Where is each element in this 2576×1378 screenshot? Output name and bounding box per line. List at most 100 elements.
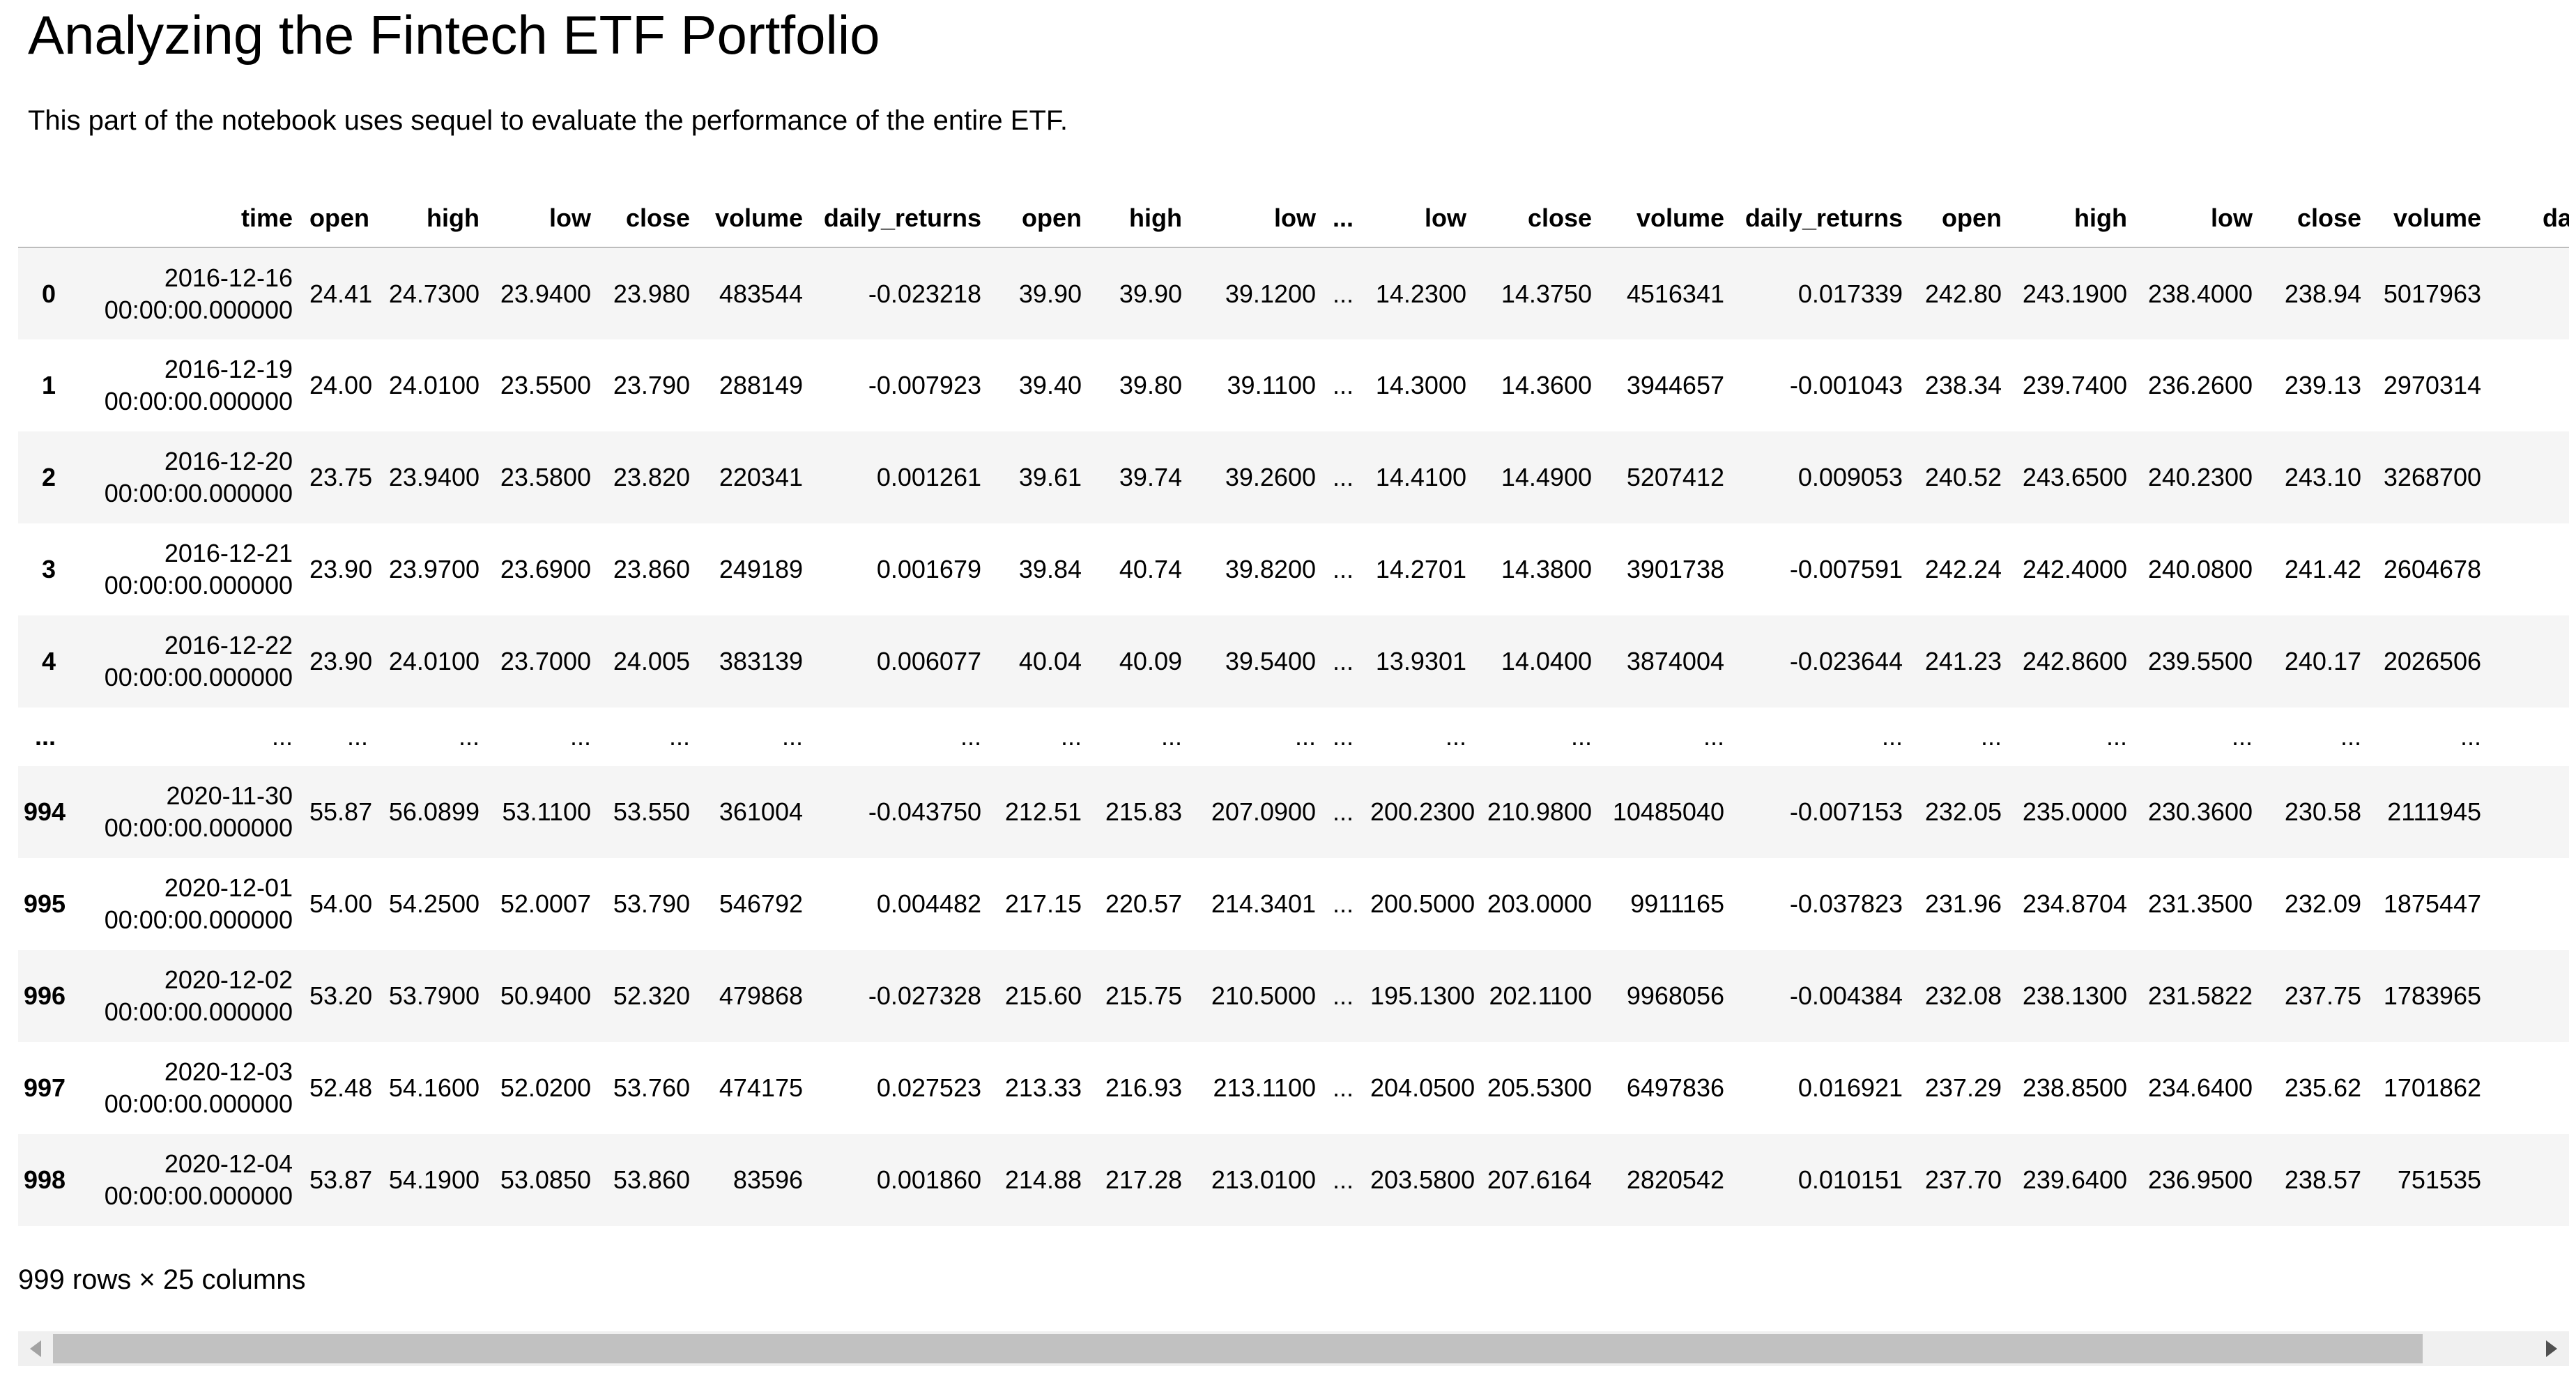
table-cell: ... <box>458 722 480 751</box>
table-cell: 217.28 <box>1105 1165 1182 1194</box>
table-cell: 479868 <box>719 981 803 1010</box>
row-index: 0 <box>41 279 56 308</box>
table-cell: 53.87 <box>309 1165 373 1194</box>
table-cell: ... <box>1881 722 1903 751</box>
table-cell: 239.6400 <box>2022 1165 2127 1194</box>
table-cell: 40.09 <box>1119 647 1182 675</box>
row-index: 994 <box>24 797 66 826</box>
scroll-left-button[interactable] <box>18 1331 53 1366</box>
table-cell: 207.6164 <box>1487 1165 1592 1194</box>
table-cell: 23.6900 <box>500 555 591 583</box>
table-cell: 83596 <box>733 1165 803 1194</box>
scrollbar-thumb[interactable] <box>53 1334 2423 1363</box>
table-cell: -0. <box>2492 523 2569 615</box>
time-date: 2016-12-20 <box>164 447 293 475</box>
table-cell: 14.3000 <box>1375 371 1466 399</box>
time-date: 2016-12-16 <box>164 263 293 292</box>
table-cell: 39.5400 <box>1225 647 1316 675</box>
table-cell: 213.0100 <box>1211 1165 1316 1194</box>
table-cell: ... <box>2106 722 2127 751</box>
table-cell: 14.2300 <box>1375 279 1466 308</box>
table-cell: 4516341 <box>1626 279 1724 308</box>
table-cell: ... <box>2231 722 2253 751</box>
table-cell: 202.1100 <box>1489 981 1592 1010</box>
dataframe-header: time open high low close volume daily_returns o… <box>18 190 2569 248</box>
column-header: open <box>304 190 379 248</box>
table-cell: 54.1900 <box>388 1165 480 1194</box>
column-header: volume <box>701 190 814 248</box>
time-clock: 00:00:00.000000 <box>104 1089 293 1118</box>
table-cell: 213.33 <box>1004 1073 1082 1102</box>
table-cell: 53.860 <box>613 1165 690 1194</box>
table-cell: 52.0007 <box>500 889 591 918</box>
table-cell: -0.007923 <box>868 371 981 399</box>
table-cell: ... <box>1333 797 1354 826</box>
table-cell: 3901738 <box>1626 555 1724 583</box>
table-cell: 232.05 <box>1924 797 2002 826</box>
row-index: 996 <box>24 981 66 1010</box>
table-cell: 56.0899 <box>388 797 480 826</box>
table-cell: -0.043750 <box>868 797 981 826</box>
table-cell: 249189 <box>719 555 803 583</box>
column-header: close <box>602 190 701 248</box>
table-cell: 23.90 <box>309 647 373 675</box>
table-cell: 3268700 <box>2383 463 2481 491</box>
table-cell: 23.790 <box>613 371 690 399</box>
table-cell: 40.74 <box>1119 555 1182 583</box>
table-cell: 234.6400 <box>2147 1073 2253 1102</box>
table-cell: 24.00 <box>309 371 373 399</box>
table-cell: -0.007591 <box>1789 555 1903 583</box>
table-cell: 0.016921 <box>1797 1073 1903 1102</box>
table-cell: 216.93 <box>1105 1073 1182 1102</box>
table-cell: 230.3600 <box>2147 797 2253 826</box>
time-date: 2016-12-21 <box>164 539 293 567</box>
table-cell: ... <box>1980 722 2002 751</box>
time-date: 2016-12-22 <box>164 631 293 659</box>
table-cell: 242.4000 <box>2022 555 2127 583</box>
table-cell: 23.9700 <box>388 555 480 583</box>
table-cell: 9968056 <box>1626 981 1724 1010</box>
table-cell: 2604678 <box>2383 555 2481 583</box>
table-cell: ... <box>1294 722 1316 751</box>
table-cell: 474175 <box>719 1073 803 1102</box>
table-row: 997 2020-12-03 00:00:00.000000 52.48 54.1600… <box>18 1042 2569 1134</box>
table-cell: 39.8200 <box>1225 555 1316 583</box>
table-cell: 54.2500 <box>388 889 480 918</box>
time-clock: 00:00:00.000000 <box>104 997 293 1026</box>
header-row: time open high low close volume daily_returns o… <box>18 190 2569 248</box>
column-header: low <box>491 190 602 248</box>
column-header: high <box>2013 190 2138 248</box>
table-cell: 3944657 <box>1626 371 1724 399</box>
table-cell: 241.23 <box>1924 647 2002 675</box>
row-index: 995 <box>24 889 66 918</box>
table-cell: 239.5500 <box>2147 647 2253 675</box>
table-cell: 205.5300 <box>1487 1073 1592 1102</box>
table-cell: 1701862 <box>2383 1073 2481 1102</box>
table-cell: 0.027523 <box>876 1073 981 1102</box>
dataframe-table: time open high low close volume daily_returns o… <box>18 190 2569 1226</box>
table-row: 4 2016-12-22 00:00:00.000000 23.90 24.0100 23… <box>18 615 2569 707</box>
table-cell: ... <box>1333 981 1354 1010</box>
table-cell: 200.5000 <box>1370 889 1475 918</box>
time-clock: 00:00:00.000000 <box>104 479 293 507</box>
column-header: daily_ <box>2492 190 2569 248</box>
table-cell: 23.860 <box>613 555 690 583</box>
column-header: close <box>1478 190 1603 248</box>
table-cell: ... <box>1333 1165 1354 1194</box>
table-cell: 240.2300 <box>2147 463 2253 491</box>
table-cell: 242.8600 <box>2022 647 2127 675</box>
table-cell: 14.0400 <box>1501 647 1592 675</box>
scroll-right-button[interactable] <box>2534 1331 2569 1366</box>
table-cell: 238.4000 <box>2147 279 2253 308</box>
table-cell: ... <box>569 722 591 751</box>
table-cell: 243.6500 <box>2022 463 2127 491</box>
horizontal-scrollbar[interactable] <box>18 1331 2569 1366</box>
table-cell: 53.20 <box>309 981 373 1010</box>
table-cell: 361004 <box>719 797 803 826</box>
table-cell: 14.4900 <box>1501 463 1592 491</box>
table-cell: 0. <box>2492 1134 2569 1226</box>
table-cell: 24.0100 <box>388 371 480 399</box>
table-cell: 5017963 <box>2383 279 2481 308</box>
time-date: ... <box>271 722 293 751</box>
table-cell: 23.5500 <box>500 371 591 399</box>
